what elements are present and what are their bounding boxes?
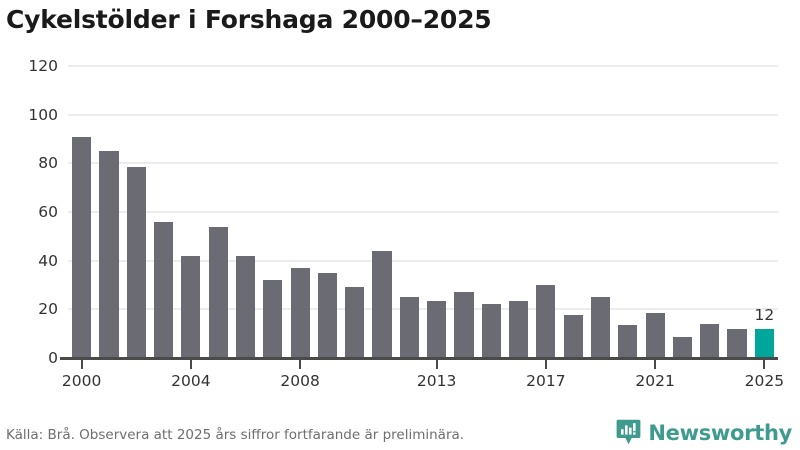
newsworthy-logo: Newsworthy — [616, 419, 792, 446]
bar-2008[interactable] — [290, 267, 310, 358]
bar-2012[interactable] — [399, 297, 419, 358]
footer-divider — [0, 404, 800, 405]
bar-2025[interactable]: 12 — [754, 306, 774, 358]
x-axis-line — [60, 357, 778, 360]
y-axis-tick-label: 100 — [28, 105, 58, 124]
bar-2015[interactable] — [481, 304, 501, 358]
bar-2013[interactable] — [427, 300, 447, 358]
x-axis-tick-mark — [435, 360, 438, 369]
bar-2020[interactable] — [618, 325, 638, 358]
bar-series: 12 — [68, 66, 778, 358]
x-axis-tick-mark — [544, 360, 547, 369]
gridline — [68, 211, 778, 213]
gridline — [68, 162, 778, 165]
bar-2014[interactable] — [454, 292, 474, 358]
bar-2017[interactable] — [536, 285, 556, 358]
bar-2016[interactable] — [509, 300, 529, 358]
bar-value-label: 12 — [754, 305, 775, 324]
x-axis-tick-label: 2004 — [171, 372, 211, 390]
bar-2018[interactable] — [563, 315, 583, 358]
x-axis-tick-mark — [299, 360, 302, 369]
x-axis-tick-label: 2008 — [280, 372, 320, 390]
gridline — [68, 308, 778, 311]
x-axis: 2000 2004 2008 2013 2017 2021 2025 — [62, 360, 784, 394]
bar-2022[interactable] — [672, 337, 692, 358]
y-axis-tick-label: 60 — [38, 203, 58, 221]
y-axis-tick-label: 40 — [38, 251, 58, 270]
bar-2011[interactable] — [372, 250, 392, 358]
x-axis-tick-mark — [80, 360, 83, 369]
x-axis-tick-label: 2025 — [744, 372, 785, 390]
x-axis-tick-label: 2017 — [526, 372, 566, 390]
bar-2007[interactable] — [263, 280, 283, 358]
x-axis-tick-mark — [189, 360, 192, 369]
y-axis-tick-label: 0 — [48, 349, 58, 367]
x-axis-tick-label: 2021 — [635, 372, 675, 390]
gridline — [68, 259, 778, 262]
y-axis-tick-label: 120 — [28, 57, 58, 75]
bar-2009[interactable] — [317, 272, 337, 358]
bar-2024[interactable] — [727, 328, 747, 358]
bar-2001[interactable] — [99, 151, 119, 358]
bar-2000[interactable] — [72, 136, 92, 358]
bar-2004[interactable] — [181, 255, 201, 358]
x-axis-tick-label: 2000 — [61, 372, 102, 390]
bar-2003[interactable] — [154, 221, 174, 358]
bar-chart-speech-bubble-icon — [617, 419, 641, 445]
bar-2006[interactable] — [235, 255, 256, 358]
x-axis-tick-label: 2013 — [416, 372, 457, 390]
bar-2005[interactable] — [208, 226, 228, 358]
bar-2002[interactable] — [126, 166, 146, 358]
gridline — [68, 65, 778, 67]
source-note: Källa: Brå. Observera att 2025 års siffr… — [6, 427, 465, 443]
y-axis-tick-label: 20 — [38, 300, 58, 319]
x-axis-tick-mark — [654, 360, 657, 369]
x-axis-tick-mark — [763, 360, 766, 369]
page-title: Cykelstölder i Forshaga 2000–2025 — [6, 5, 492, 34]
bar-2019[interactable] — [590, 297, 611, 358]
y-axis-tick-label: 80 — [38, 154, 58, 173]
gridline — [68, 113, 778, 116]
bar-2023[interactable] — [700, 323, 720, 358]
bar-2010[interactable] — [345, 287, 365, 358]
bar-2021[interactable] — [645, 312, 665, 358]
brand-name: Newsworthy — [648, 420, 792, 445]
